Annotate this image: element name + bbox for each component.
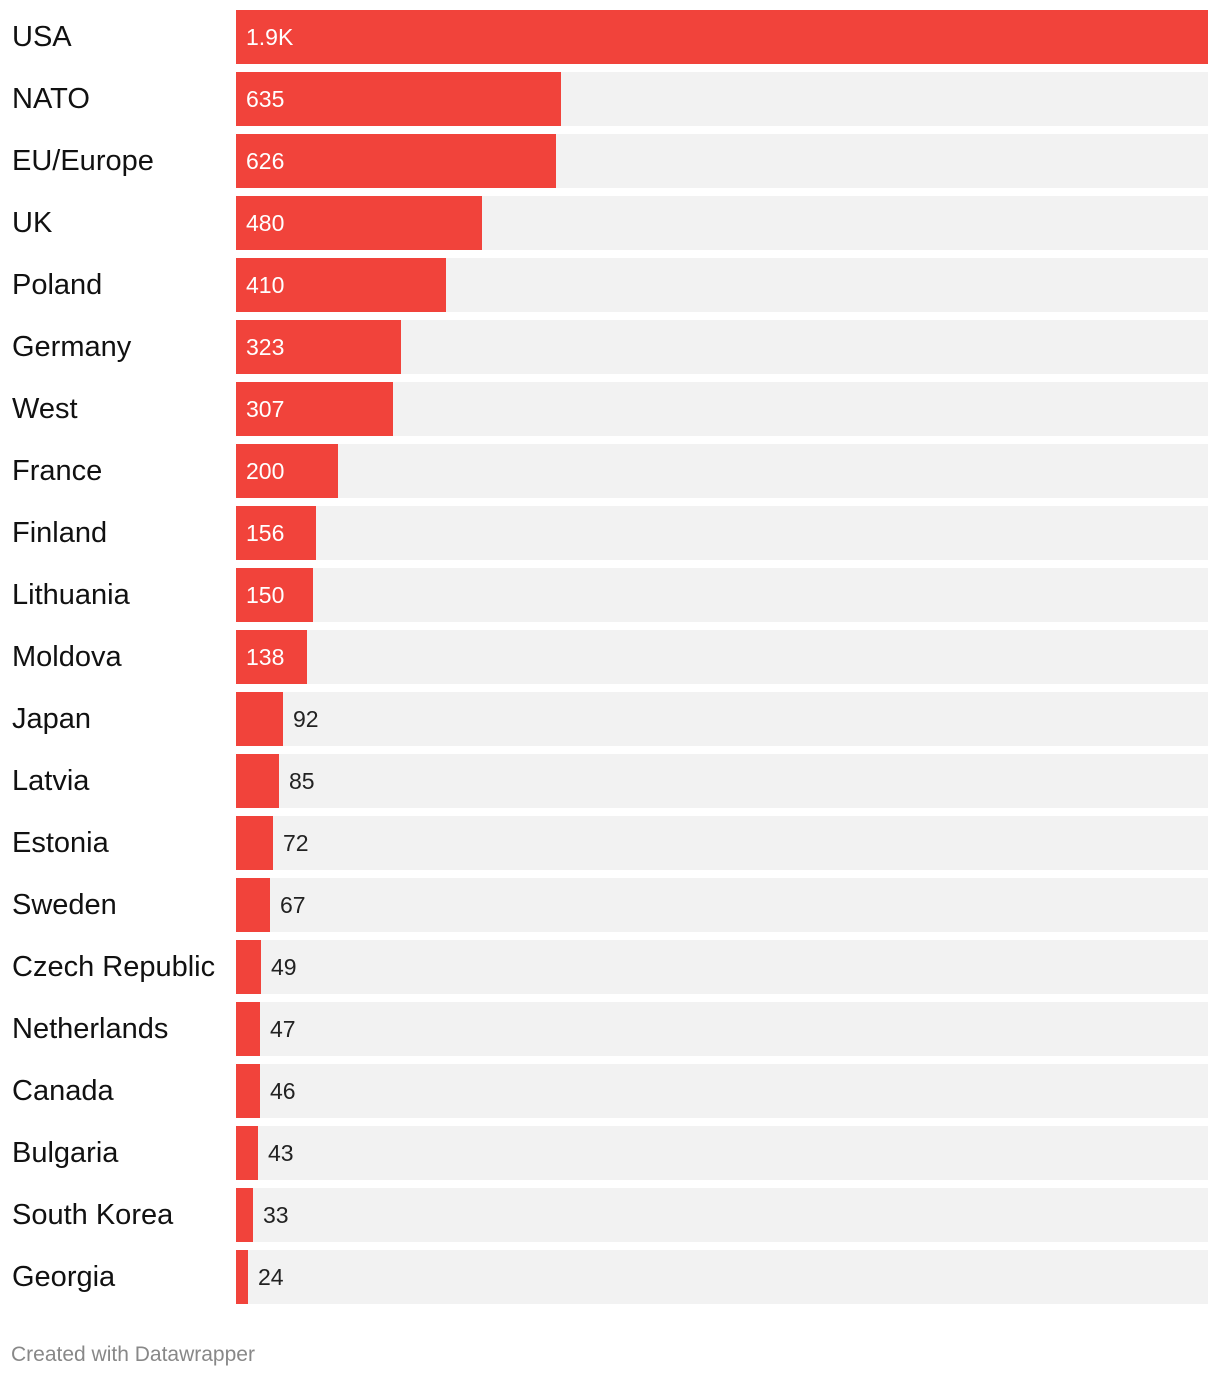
bar bbox=[236, 816, 273, 870]
bar bbox=[236, 134, 556, 188]
category-label: UK bbox=[12, 207, 53, 239]
value-label: 92 bbox=[293, 706, 319, 732]
value-label: 200 bbox=[246, 458, 285, 484]
value-label: 85 bbox=[289, 768, 315, 794]
credit-footer: Created with Datawrapper bbox=[11, 1343, 255, 1366]
bar-chart: USA 1.9K NATO 635 EU/Europe 626 UK 480 Poland 410… bbox=[12, 10, 1208, 1304]
category-label: Finland bbox=[12, 517, 108, 549]
bar bbox=[236, 940, 261, 994]
value-label: 1.9K bbox=[246, 24, 294, 50]
bar-track bbox=[236, 382, 1208, 436]
value-label: 138 bbox=[246, 644, 285, 670]
bar-track bbox=[236, 692, 1208, 746]
category-label: Moldova bbox=[12, 641, 122, 673]
bar-track bbox=[236, 1064, 1208, 1118]
bar-track bbox=[236, 1188, 1208, 1242]
bar-track bbox=[236, 1126, 1208, 1180]
category-label: Poland bbox=[12, 269, 103, 301]
value-label: 480 bbox=[246, 210, 285, 236]
category-label: Latvia bbox=[12, 765, 90, 797]
category-label: Netherlands bbox=[12, 1013, 169, 1045]
value-label: 49 bbox=[271, 954, 297, 980]
bar bbox=[236, 72, 561, 126]
category-label: Germany bbox=[12, 331, 132, 363]
bar bbox=[236, 320, 401, 374]
bar bbox=[236, 1126, 258, 1180]
bar-track bbox=[236, 754, 1208, 808]
bar bbox=[236, 506, 316, 560]
value-label: 410 bbox=[246, 272, 285, 298]
bar bbox=[236, 878, 270, 932]
bar-track bbox=[236, 630, 1208, 684]
category-label: West bbox=[12, 393, 78, 425]
value-label: 626 bbox=[246, 148, 285, 174]
bar bbox=[236, 1188, 253, 1242]
bar bbox=[236, 692, 283, 746]
bar-track bbox=[236, 506, 1208, 560]
category-label: Canada bbox=[12, 1075, 114, 1107]
bar-track bbox=[236, 568, 1208, 622]
bar-track bbox=[236, 444, 1208, 498]
value-label: 46 bbox=[270, 1078, 296, 1104]
value-label: 43 bbox=[268, 1140, 294, 1166]
category-label: Sweden bbox=[12, 889, 117, 921]
bar-track bbox=[236, 1002, 1208, 1056]
bar-track bbox=[236, 816, 1208, 870]
category-label: South Korea bbox=[12, 1199, 174, 1231]
bar bbox=[236, 444, 338, 498]
bar bbox=[236, 1250, 248, 1304]
category-label: Czech Republic bbox=[12, 951, 216, 983]
value-label: 307 bbox=[246, 396, 285, 422]
bar bbox=[236, 568, 313, 622]
bar-track bbox=[236, 1250, 1208, 1304]
bar-track bbox=[236, 940, 1208, 994]
bar bbox=[236, 754, 279, 808]
value-label: 635 bbox=[246, 86, 285, 112]
bar bbox=[236, 196, 482, 250]
value-label: 156 bbox=[246, 520, 285, 546]
bar bbox=[236, 630, 307, 684]
category-label: NATO bbox=[12, 83, 90, 115]
category-label: USA bbox=[12, 21, 72, 53]
bar bbox=[236, 10, 1208, 64]
category-label: Estonia bbox=[12, 827, 109, 859]
value-label: 47 bbox=[270, 1016, 296, 1042]
bar bbox=[236, 1002, 260, 1056]
category-label: Japan bbox=[12, 703, 92, 735]
value-label: 72 bbox=[283, 830, 309, 856]
value-label: 24 bbox=[258, 1264, 284, 1290]
category-label: Georgia bbox=[12, 1261, 116, 1293]
bar bbox=[236, 1064, 260, 1118]
value-label: 33 bbox=[263, 1202, 289, 1228]
category-label: France bbox=[12, 455, 103, 487]
bar bbox=[236, 382, 393, 436]
bar bbox=[236, 258, 446, 312]
value-label: 323 bbox=[246, 334, 285, 360]
value-label: 67 bbox=[280, 892, 306, 918]
category-label: Lithuania bbox=[12, 579, 130, 611]
value-label: 150 bbox=[246, 582, 285, 608]
bar-track bbox=[236, 878, 1208, 932]
category-label: EU/Europe bbox=[12, 145, 154, 177]
category-label: Bulgaria bbox=[12, 1137, 119, 1169]
